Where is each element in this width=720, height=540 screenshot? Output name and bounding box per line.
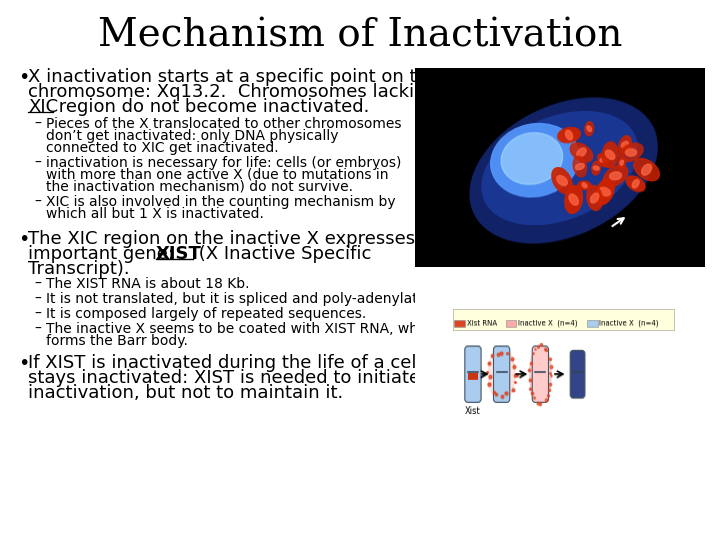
Text: inactivation, but not to maintain it.: inactivation, but not to maintain it. [28, 384, 343, 402]
Text: XIC: XIC [28, 98, 58, 116]
Text: inactivation is necessary for life: cells (or embryos): inactivation is necessary for life: cell… [46, 156, 401, 170]
Text: important gene:: important gene: [28, 245, 180, 263]
Text: X inactivation starts at a specific point on the: X inactivation starts at a specific poin… [28, 68, 439, 86]
Text: forms the Barr body.: forms the Barr body. [46, 334, 188, 348]
Text: –: – [34, 322, 41, 336]
Text: connected to XIC get inactivated.: connected to XIC get inactivated. [46, 141, 279, 155]
Text: Transcript).: Transcript). [28, 260, 130, 278]
Text: XIC is also involved in the counting mechanism by: XIC is also involved in the counting mec… [46, 195, 395, 209]
Text: the inactivation mechanism) do not survive.: the inactivation mechanism) do not survi… [46, 180, 353, 194]
Text: –: – [34, 307, 41, 321]
Text: –: – [34, 156, 41, 170]
Text: –: – [34, 117, 41, 131]
Text: (X Inactive Specific: (X Inactive Specific [194, 245, 372, 263]
Text: region do not become inactivated.: region do not become inactivated. [53, 98, 369, 116]
Text: XIST: XIST [156, 245, 202, 263]
Text: The XIST RNA is about 18 Kb.: The XIST RNA is about 18 Kb. [46, 277, 250, 291]
Text: •: • [18, 230, 30, 249]
Text: –: – [34, 277, 41, 291]
Text: –: – [34, 195, 41, 209]
Text: don’t get inactivated: only DNA physically: don’t get inactivated: only DNA physical… [46, 129, 338, 143]
Text: It is composed largely of repeated sequences.: It is composed largely of repeated seque… [46, 307, 366, 321]
Text: The XIC region on the inactive X expresses one: The XIC region on the inactive X express… [28, 230, 454, 248]
Text: stays inactivated: XIST is needed to initiate: stays inactivated: XIST is needed to ini… [28, 369, 420, 387]
Text: which all but 1 X is inactivated.: which all but 1 X is inactivated. [46, 207, 264, 221]
Text: •: • [18, 354, 30, 373]
Text: with more than one active X (due to mutations in: with more than one active X (due to muta… [46, 168, 389, 182]
Text: If XIST is inactivated during the life of a cell, the X: If XIST is inactivated during the life o… [28, 354, 481, 372]
Text: The inactive X seems to be coated with XIST RNA, which: The inactive X seems to be coated with X… [46, 322, 438, 336]
Text: •: • [18, 68, 30, 87]
Text: Pieces of the X translocated to other chromosomes: Pieces of the X translocated to other ch… [46, 117, 402, 131]
Text: Mechanism of Inactivation: Mechanism of Inactivation [98, 17, 622, 55]
Text: chromosome: Xq13.2.  Chromosomes lacking this: chromosome: Xq13.2. Chromosomes lacking … [28, 83, 475, 101]
Text: –: – [34, 292, 41, 306]
Text: It is not translated, but it is spliced and poly-adenylated.: It is not translated, but it is spliced … [46, 292, 439, 306]
